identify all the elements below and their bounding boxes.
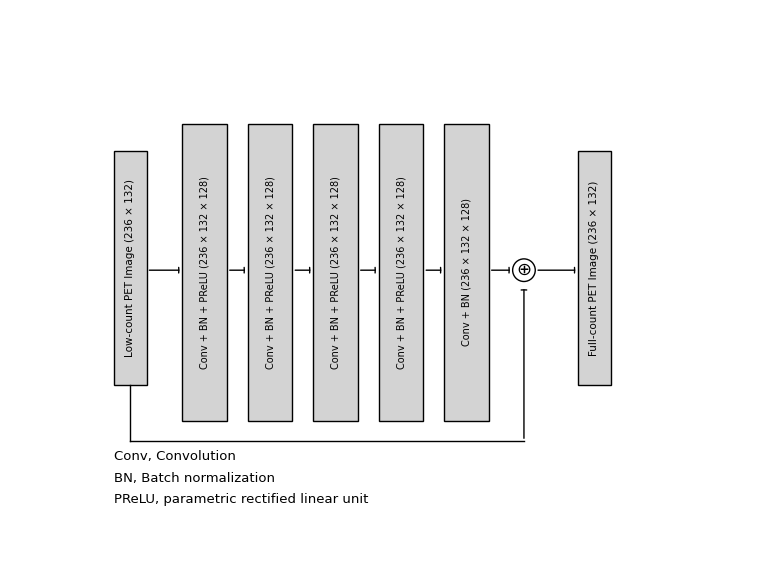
Text: Conv + BN + PReLU (236 × 132 × 128): Conv + BN + PReLU (236 × 132 × 128) — [330, 176, 340, 369]
Bar — [182, 124, 227, 421]
Bar — [444, 124, 488, 421]
Bar — [114, 151, 147, 385]
Text: Conv + BN + PReLU (236 × 132 × 128): Conv + BN + PReLU (236 × 132 × 128) — [265, 176, 275, 369]
Text: PReLU, parametric rectified linear unit: PReLU, parametric rectified linear unit — [114, 493, 368, 506]
Text: Low-count PET Image (236 × 132): Low-count PET Image (236 × 132) — [125, 179, 135, 357]
Text: BN, Batch normalization: BN, Batch normalization — [114, 472, 275, 485]
Text: Conv, Convolution: Conv, Convolution — [114, 450, 236, 463]
Text: Conv + BN + PReLU (236 × 132 × 128): Conv + BN + PReLU (236 × 132 × 128) — [200, 176, 210, 369]
Ellipse shape — [513, 259, 535, 281]
Text: Full-count PET Image (236 × 132): Full-count PET Image (236 × 132) — [590, 180, 600, 356]
Text: ⊕: ⊕ — [516, 261, 531, 279]
Bar — [248, 124, 293, 421]
Bar — [313, 124, 358, 421]
Bar — [578, 151, 611, 385]
Bar — [379, 124, 423, 421]
Text: Conv + BN (236 × 132 × 128): Conv + BN (236 × 132 × 128) — [462, 199, 472, 346]
Text: Conv + BN + PReLU (236 × 132 × 128): Conv + BN + PReLU (236 × 132 × 128) — [396, 176, 406, 369]
